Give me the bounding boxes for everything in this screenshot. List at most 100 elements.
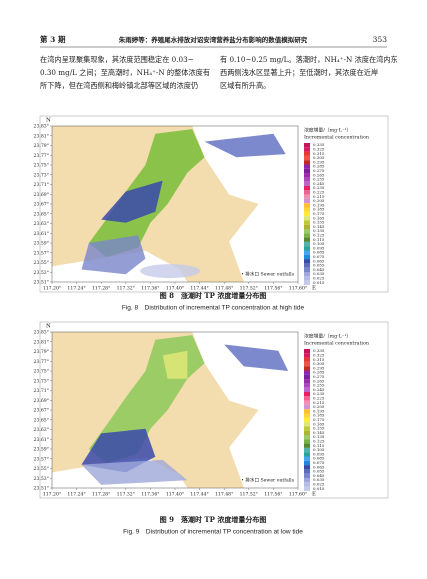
lat-tick-label: 23.61°	[34, 437, 49, 443]
east-label: E	[312, 286, 316, 292]
lat-tick-label: 23.67°	[34, 202, 49, 208]
legend-value: 0.065	[313, 464, 325, 469]
legend-value: 0.235	[313, 391, 325, 396]
lat-tick-label: 23.83°	[34, 330, 49, 336]
legend-swatch	[304, 250, 310, 255]
legend-value: 0.305	[313, 155, 325, 160]
legend-swatch	[304, 216, 310, 221]
lat-tick-label: 23.69°	[34, 192, 49, 198]
lon-tick-label: 117.36°	[141, 286, 159, 292]
legend-swatch	[304, 246, 310, 251]
legend-value: 0.045	[313, 473, 325, 478]
lon-tick-label: 117.52°	[240, 492, 258, 498]
legend-swatch	[304, 181, 310, 186]
legend-value: 0.155	[313, 426, 325, 431]
legend-swatch	[304, 233, 310, 238]
legend-title: 浓度增量/（mg·L⁻¹）	[304, 333, 351, 340]
body-line: 有 0.10~0.25 mg/L。落潮时，NH₄⁺-N 浓度在湾内东	[220, 55, 398, 64]
legend-value: 0.225	[313, 395, 325, 400]
lon-tick-label: 117.32°	[117, 286, 135, 292]
legend-value: 0.205	[313, 404, 325, 409]
caption-cn: 图 9 落潮时 TP 浓度增量分布图	[160, 515, 267, 524]
plume	[101, 180, 163, 223]
legend-value: 0.325	[313, 352, 325, 357]
legend-swatch	[304, 387, 310, 392]
legend-value: 0.025	[313, 275, 325, 280]
lon-tick-label: 117.60°	[289, 286, 307, 292]
lon-tick-label: 117.28°	[92, 492, 110, 498]
outfall-label: • 排水口 Sewer outfalls	[241, 271, 295, 278]
plume	[204, 133, 286, 158]
lat-tick-label: 23.79°	[34, 143, 49, 149]
plume	[140, 264, 201, 279]
legend-value: 0.105	[313, 241, 325, 246]
legend-value: 0.075	[313, 254, 325, 259]
lat-tick-label: 23.51°	[34, 486, 49, 492]
page-number: 353	[373, 35, 388, 44]
caption-cn: 图 8 涨潮时 TP 浓度增量分布图	[160, 291, 267, 300]
lat-tick-label: 23.81°	[34, 339, 49, 345]
legend-value: 0.275	[313, 168, 325, 173]
legend-value: 0.185	[313, 207, 325, 212]
legend-swatch	[304, 203, 310, 208]
lat-tick-label: 23.57°	[34, 250, 49, 256]
legend-swatch	[304, 173, 310, 178]
legend-value: 0.135	[313, 434, 325, 439]
legend-value: 0.085	[313, 456, 325, 461]
legend-swatch	[304, 280, 310, 285]
legend-value: 0.155	[313, 220, 325, 225]
lat-tick-label: 23.73°	[34, 172, 49, 178]
legend-value: 0.255	[313, 383, 325, 388]
legend-swatch	[304, 229, 310, 234]
legend-swatch	[304, 370, 310, 375]
legend-value: 0.115	[313, 237, 325, 242]
legend-value: 0.285	[313, 370, 325, 375]
legend-swatch	[304, 147, 310, 152]
lat-tick-label: 23.63°	[34, 221, 49, 227]
lat-tick-label: 23.55°	[34, 466, 49, 472]
legend-swatch	[304, 422, 310, 427]
lat-tick-label: 23.79°	[34, 349, 49, 355]
legend-value: 0.125	[313, 232, 325, 237]
legend-value: 0.205	[313, 198, 325, 203]
legend-title: Incremental concentration	[304, 135, 369, 141]
legend-swatch	[304, 447, 310, 453]
legend-swatch	[304, 473, 310, 478]
legend-swatch	[304, 151, 310, 156]
legend-swatch	[304, 426, 310, 431]
lat-tick-label: 23.53°	[34, 270, 49, 276]
lat-tick-label: 23.55°	[34, 260, 49, 266]
legend-value: 0.245	[313, 387, 325, 392]
lon-tick-label: 117.32°	[117, 492, 135, 498]
lon-tick-label: 117.52°	[240, 286, 258, 292]
legend-swatch	[304, 486, 310, 491]
legend-swatch	[304, 478, 310, 483]
legend-swatch	[304, 379, 310, 384]
lon-tick-label: 117.44°	[190, 492, 208, 498]
lat-tick-label: 23.65°	[34, 211, 49, 217]
legend-value: 0.045	[313, 267, 325, 272]
legend-value: 0.295	[313, 159, 325, 164]
lat-tick-label: 23.73°	[34, 378, 49, 384]
legend-value: 0.175	[313, 211, 325, 216]
legend-value: 0.075	[313, 460, 325, 465]
legend-swatch	[304, 254, 310, 260]
legend-swatch	[304, 469, 310, 474]
legend-value: 0.055	[313, 263, 325, 268]
lon-tick-label: 117.40°	[166, 286, 184, 292]
legend-value: 0.145	[313, 430, 325, 435]
legend-swatch	[304, 164, 310, 169]
legend-swatch	[304, 272, 310, 277]
legend-swatch	[304, 168, 310, 174]
legend-swatch	[304, 430, 310, 435]
legend-value: 0.065	[313, 258, 325, 263]
legend-title: 浓度增量/（mg·L⁻¹）	[304, 127, 351, 134]
legend-swatch	[304, 460, 310, 466]
legend-swatch	[304, 241, 310, 247]
legend-value: 0.085	[313, 250, 325, 255]
lat-tick-label: 23.63°	[34, 427, 49, 433]
legend-value: 0.165	[313, 215, 325, 220]
legend-swatch	[304, 413, 310, 418]
figure-frame	[39, 115, 389, 293]
north-label: N	[46, 118, 51, 124]
